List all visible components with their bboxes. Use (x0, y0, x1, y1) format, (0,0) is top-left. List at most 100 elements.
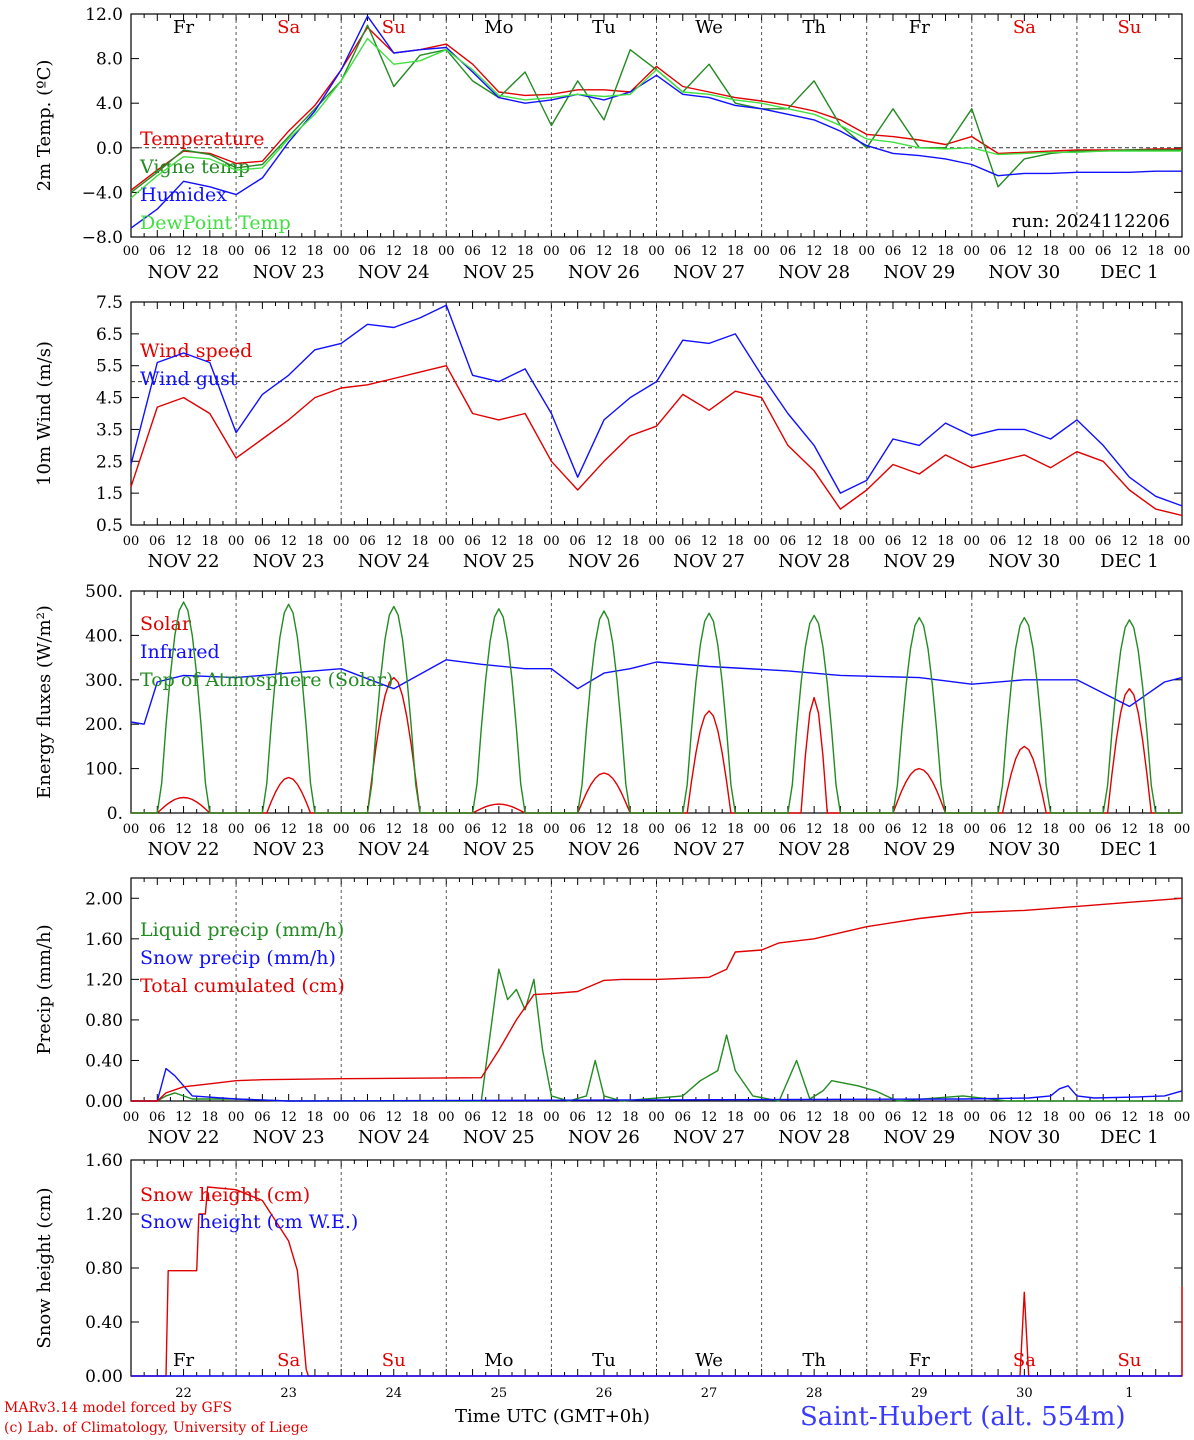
hour-tick-label: 06 (1095, 244, 1112, 259)
weekday-label-bottom: Sa (1013, 1350, 1036, 1371)
weekday-label-top: Fr (909, 17, 930, 38)
hour-tick-label: 18 (622, 534, 639, 549)
date-label: NOV 23 (253, 551, 325, 572)
hour-tick-label: 18 (1042, 822, 1059, 837)
hour-tick-label: 00 (1069, 244, 1086, 259)
legend-entry: DewPoint Temp (140, 212, 291, 234)
hour-tick-label: 18 (937, 1110, 954, 1125)
hour-tick-label: 00 (964, 822, 981, 837)
hour-tick-label: 12 (1121, 1110, 1138, 1125)
day-number-label: 1 (1125, 1386, 1133, 1401)
date-label: NOV 29 (883, 1127, 955, 1148)
series-line-3 (131, 601, 1182, 814)
hour-tick-label: 06 (1095, 822, 1112, 837)
hour-tick-label: 12 (806, 1110, 823, 1125)
hour-tick-label: 06 (780, 1110, 797, 1125)
y-tick-label: 0.5 (96, 516, 123, 536)
hour-tick-label: 06 (885, 534, 902, 549)
hour-tick-label: 18 (307, 534, 324, 549)
date-label: NOV 29 (883, 262, 955, 283)
y-axis-label: Precip (mm/h) (34, 924, 55, 1054)
date-label: NOV 24 (358, 551, 430, 572)
series-line-1 (130, 365, 1183, 517)
day-number-label: 24 (385, 1386, 402, 1401)
weekday-label-bottom: We (695, 1350, 723, 1371)
hour-tick-label: 12 (596, 1110, 613, 1125)
hour-tick-label: 06 (780, 244, 797, 259)
day-number-label: 29 (911, 1386, 928, 1401)
hour-tick-label: 00 (333, 822, 350, 837)
hour-tick-label: 18 (832, 822, 849, 837)
hour-tick-label: 06 (990, 1110, 1007, 1125)
hour-tick-label: 06 (254, 1110, 271, 1125)
hour-tick-label: 18 (727, 1110, 744, 1125)
hour-tick-label: 00 (858, 1110, 875, 1125)
date-label: NOV 23 (253, 262, 325, 283)
hour-tick-label: 18 (517, 822, 534, 837)
date-label: DEC 1 (1100, 839, 1159, 860)
hour-tick-label: 18 (307, 244, 324, 259)
hour-tick-label: 12 (806, 244, 823, 259)
series-line-1 (131, 676, 1182, 814)
weekday-label-top: Su (1117, 17, 1141, 38)
day-number-label: 27 (701, 1386, 718, 1401)
hour-tick-label: 06 (254, 244, 271, 259)
hour-tick-label: 00 (648, 244, 665, 259)
hour-tick-label: 18 (622, 244, 639, 259)
legend-entry: Vigne temp (139, 156, 250, 178)
hour-tick-label: 06 (149, 534, 166, 549)
y-tick-label: 1.60 (85, 930, 123, 950)
weekday-label-bottom: Th (802, 1350, 826, 1371)
date-label: NOV 28 (778, 262, 850, 283)
panel-2: 7.5 6.5 5.5 4.5 3.5 2.5 1.5 0.5 10m Wind (m/s) Wi… (34, 293, 1190, 572)
hour-tick-label: 00 (543, 534, 560, 549)
day-number-label: 28 (806, 1386, 823, 1401)
hour-tick-label: 18 (832, 1110, 849, 1125)
day-number-label: 25 (491, 1386, 508, 1401)
hour-tick-label: 00 (964, 244, 981, 259)
hour-tick-label: 00 (753, 534, 770, 549)
date-label: DEC 1 (1100, 262, 1159, 283)
series-line-3 (131, 897, 1183, 1102)
date-label: NOV 23 (253, 839, 325, 860)
hour-tick-label: 18 (1147, 244, 1164, 259)
date-label: NOV 30 (988, 551, 1060, 572)
hour-tick-label: 12 (596, 244, 613, 259)
hour-tick-label: 00 (964, 1110, 981, 1125)
run-label: run: 2024112206 (1012, 211, 1170, 232)
y-tick-label: 4.5 (96, 389, 123, 409)
hour-tick-label: 12 (1016, 1110, 1033, 1125)
hour-tick-label: 12 (1016, 822, 1033, 837)
legend-entry: Temperature (140, 128, 264, 150)
hour-tick-label: 12 (491, 1110, 508, 1125)
legend-entry: Infrared (140, 641, 220, 663)
hour-tick-label: 12 (280, 822, 297, 837)
series-line-1 (130, 26, 1182, 191)
y-tick-label: 0.80 (85, 1011, 123, 1031)
hour-tick-label: 06 (780, 534, 797, 549)
y-tick-label: 0.00 (85, 1367, 123, 1387)
hour-tick-label: 18 (727, 534, 744, 549)
weekday-label-top: Sa (1013, 17, 1036, 38)
hour-tick-label: 12 (701, 1110, 718, 1125)
hour-tick-label: 18 (1042, 244, 1059, 259)
weekday-label-top: Sa (277, 17, 300, 38)
hour-tick-label: 06 (885, 244, 902, 259)
hour-tick-label: 12 (701, 244, 718, 259)
hour-tick-label: 00 (648, 822, 665, 837)
hour-tick-label: 06 (990, 534, 1007, 549)
plot-frame (130, 13, 1183, 238)
legend-entry: Snow precip (mm/h) (140, 947, 336, 969)
hour-tick-label: 12 (1016, 244, 1033, 259)
hour-tick-label: 12 (491, 244, 508, 259)
hour-tick-label: 06 (569, 534, 586, 549)
hour-tick-label: 00 (858, 244, 875, 259)
day-number-label: 26 (596, 1386, 613, 1401)
hour-tick-label: 00 (1174, 1110, 1191, 1125)
y-tick-label: 400. (85, 626, 123, 646)
hour-tick-label: 00 (753, 822, 770, 837)
day-number-label: 23 (280, 1386, 297, 1401)
hour-tick-label: 00 (543, 1110, 560, 1125)
hour-tick-label: 06 (990, 822, 1007, 837)
y-tick-label: 8.0 (96, 50, 123, 70)
